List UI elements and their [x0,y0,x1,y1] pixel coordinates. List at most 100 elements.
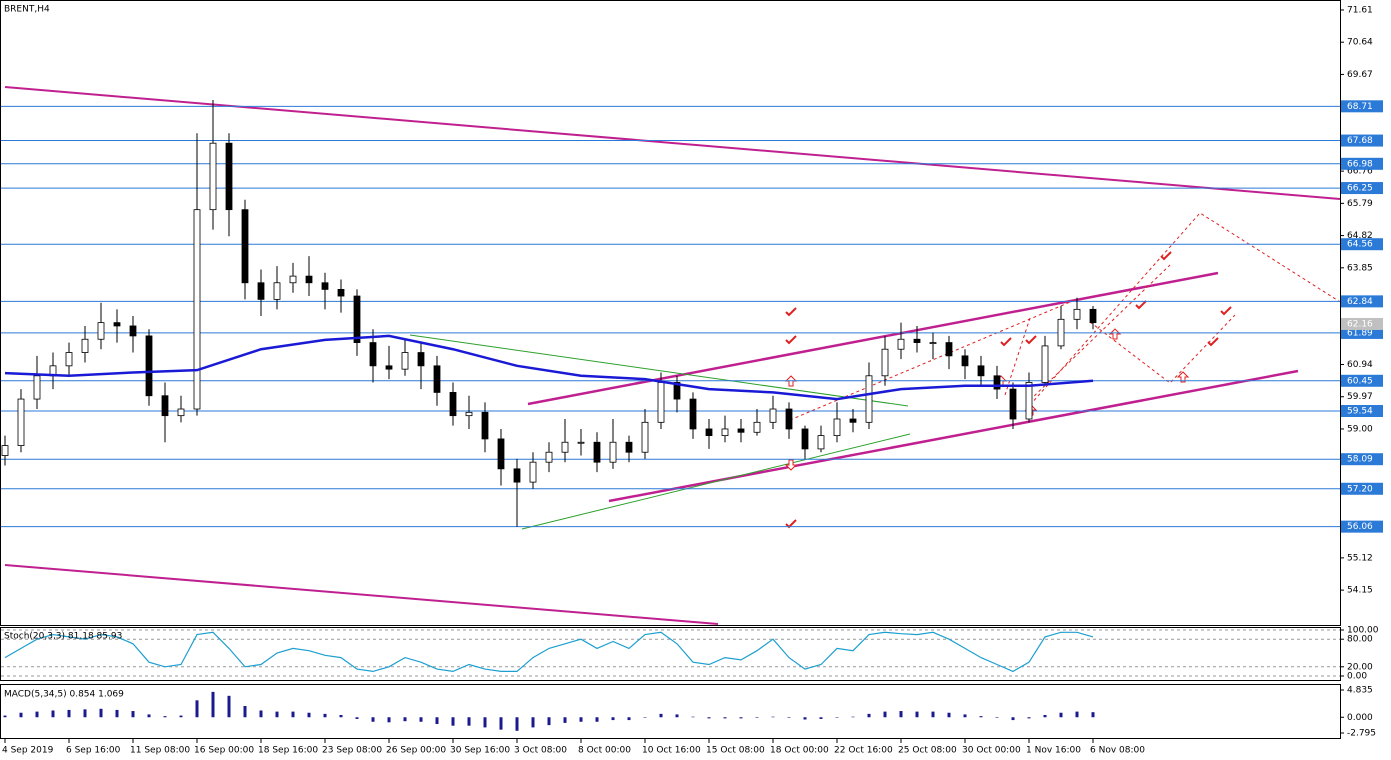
histogram-bar [355,717,359,719]
histogram-bar [787,717,791,718]
y-tick-label: 59.97 [1347,392,1373,402]
price-box [1341,317,1383,330]
y-tick-label: 4.835 [1347,685,1373,695]
level-label: 59.54 [1347,407,1373,417]
candle-body [657,382,665,423]
candle-body [641,421,649,453]
level-box [1341,100,1383,113]
candle-body [97,322,105,340]
candle-body [449,392,457,417]
moving-average [4,334,1094,401]
trend-line [521,433,911,530]
candle-body [849,418,857,423]
histogram-bar [67,709,71,718]
histogram-bar [675,714,679,718]
trend-line [409,334,909,407]
candle-body [305,275,313,284]
panel-title: MACD(5,34,5) 0.854 1.069 [4,690,124,700]
x-tick-label: 22 Oct 16:00 [834,746,893,756]
x-tick-label: 4 Sep 2019 [2,746,54,756]
histogram-bar [883,711,887,718]
histogram-bar [195,700,199,718]
candle-body [1009,388,1017,420]
x-tick-label: 1 Nov 16:00 [1026,746,1081,756]
candle-body [257,282,265,300]
histogram-bar [291,711,295,718]
level-label: 62.84 [1347,297,1373,307]
candle-body [241,209,249,284]
histogram-bar [547,717,551,726]
histogram-bar [931,711,935,718]
histogram-bar [451,717,455,726]
level-box [1341,405,1383,418]
candle-body [753,421,761,433]
level-label: 57.20 [1347,484,1373,494]
histogram-bar [659,713,663,718]
x-tick-label: 15 Oct 08:00 [706,746,765,756]
x-tick-label: 6 Sep 16:00 [66,746,121,756]
panel-frame [0,684,1341,739]
histogram-bar [1075,711,1079,718]
y-tick-label: 70.64 [1347,38,1373,48]
candle-body [625,441,633,453]
candle-body [337,289,345,297]
candle-body [1025,382,1033,420]
histogram-bar [499,717,503,730]
y-tick-label: 59.00 [1347,424,1373,434]
histogram-bar [803,717,807,720]
y-tick-label: 55.12 [1347,553,1373,563]
x-tick-label: 26 Sep 00:00 [386,746,446,756]
y-tick-label: 71.61 [1347,5,1373,15]
histogram-bar [1059,712,1063,718]
trend-line [4,564,719,625]
histogram-bar [579,717,583,722]
histogram-bar [563,717,567,723]
candle-body [593,441,601,463]
panel-frame [0,627,1341,681]
candle-body [353,295,361,343]
histogram-bar [899,711,903,718]
candle-body [817,435,825,450]
histogram-bar [3,715,7,718]
histogram-bar [531,717,535,728]
price-label: 62.16 [1347,319,1373,329]
histogram-bar [227,695,231,718]
projection [1089,314,1236,384]
y-tick-label: 60.94 [1347,360,1373,370]
level-label: 68.71 [1347,102,1373,112]
y-tick-label: 69.67 [1347,70,1373,80]
histogram-bar [627,717,631,721]
histogram-bar [371,717,375,722]
candle-body [881,348,889,377]
projection [1004,317,1031,396]
candle-body [177,408,185,417]
candle-body [737,428,745,433]
x-tick-label: 16 Sep 00:00 [194,746,254,756]
histogram-bar [243,705,247,718]
candle-body [929,342,937,344]
histogram-bar [707,717,711,719]
histogram-bar [643,717,647,718]
candle-body [481,411,489,440]
candle-body [673,382,681,400]
candle-body [833,418,841,437]
histogram-bar [867,713,871,718]
level-box [1341,157,1383,170]
histogram-bar [83,709,87,718]
histogram-bar [211,691,215,718]
candle-body [545,451,553,463]
histogram-bar [979,716,983,718]
level-label: 58.09 [1347,455,1373,465]
level-box [1341,482,1383,495]
x-tick-label: 11 Sep 08:00 [130,746,190,756]
histogram-bar [259,710,263,718]
histogram-bar [691,716,695,718]
level-label: 67.68 [1347,136,1373,146]
panel-frame [0,0,1341,626]
panel-title: BRENT,H4 [4,5,50,15]
level-box [1341,238,1383,251]
histogram-bar [179,715,183,718]
candle-body [1073,308,1081,320]
x-tick-label: 23 Sep 08:00 [322,746,382,756]
histogram-bar [771,716,775,718]
